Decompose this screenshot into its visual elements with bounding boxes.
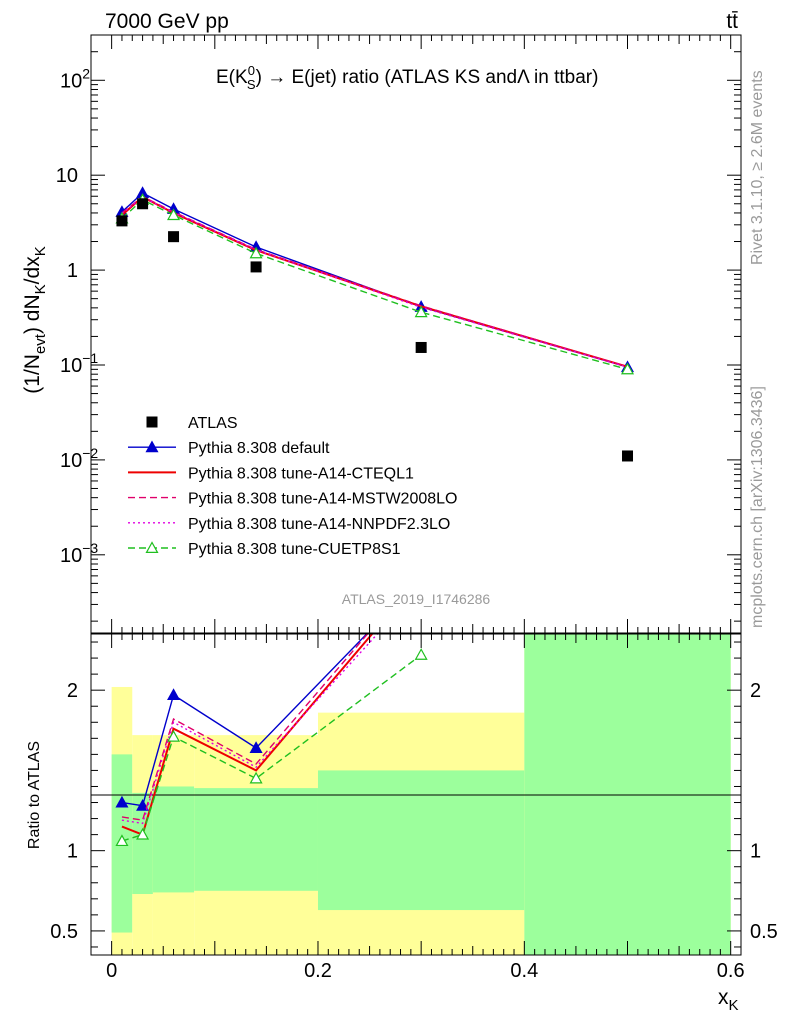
ratio-y-tick-label-right: 1 xyxy=(750,841,761,863)
ratio-line-mstw xyxy=(121,634,369,821)
ratio-line-cteql1 xyxy=(121,634,374,836)
main-line-mstw xyxy=(121,195,628,368)
y-axis-label: (1/Nevt) dNK/dxK xyxy=(21,246,49,393)
ratio-point-cuetp8s1 xyxy=(167,729,181,742)
main-point-atlas xyxy=(137,198,149,210)
main-point-cuetp8s1 xyxy=(249,246,263,259)
main-panel: 102 10 1 10−1 10−2 10−3 E(K0 S) → E(jet) ratio… xyxy=(21,34,742,634)
legend-entry-cteql1: Pythia 8.308 tune-A14-CTEQL1 xyxy=(128,465,414,482)
rivet-label: Rivet 3.1.10, ≥ 2.6M events xyxy=(749,70,766,265)
legend-entry-mstw: Pythia 8.308 tune-A14-MSTW2008LO xyxy=(128,491,457,508)
analysis-id: ATLAS_2019_I1746286 xyxy=(342,591,491,607)
main-line-nnpdf xyxy=(121,196,628,368)
main-y-tick-label: 10 xyxy=(56,165,78,187)
ratio-point-default xyxy=(115,795,129,808)
main-point-atlas xyxy=(415,341,427,353)
x-tick-label: 0.4 xyxy=(510,960,538,982)
main-y-tick-label: 10−1 xyxy=(60,350,98,377)
main-y-ticks: 102 10 1 10−1 10−2 10−3 xyxy=(56,34,741,622)
main-y-tick-label: 10−3 xyxy=(60,540,98,567)
ratio-point-default xyxy=(167,688,181,700)
main-point-cuetp8s1 xyxy=(414,305,428,318)
main-frame xyxy=(90,34,742,634)
ratio-y-tick-label-right: 2 xyxy=(750,680,761,702)
main-point-atlas xyxy=(168,231,180,243)
process-label: tt̄ xyxy=(726,10,738,33)
ratio-panel: 0.5 0.5 1 1 2 2 0 0.2 0.4 0.6 Ratio to ATLAS xK xyxy=(26,572,778,1014)
legend-entry-default: Pythia 8.308 default xyxy=(128,440,330,457)
legend-label-cteql1: Pythia 8.308 tune-A14-CTEQL1 xyxy=(188,465,414,482)
ratio-band-inner xyxy=(152,786,195,893)
legend-label-cuetp8s1: Pythia 8.308 tune-CUETP8S1 xyxy=(188,541,401,558)
mcplots-label: mcplots.cern.ch [arXiv:1306.3436] xyxy=(749,386,766,628)
main-point-atlas xyxy=(250,261,262,273)
ratio-y-tick-label-left: 2 xyxy=(67,680,78,702)
ratio-point-cuetp8s1 xyxy=(414,648,428,660)
ratio-y-axis-label: Ratio to ATLAS xyxy=(26,741,43,849)
ratio-point-cuetp8s1 xyxy=(249,771,263,784)
ratio-point-default xyxy=(416,572,427,582)
x-tick-label: 0.6 xyxy=(717,960,745,982)
ratio-y-tick-label-left: 1 xyxy=(67,841,78,863)
legend-entry-atlas: ATLAS xyxy=(146,415,238,432)
main-y-tick-label: 10−2 xyxy=(60,445,98,472)
ratio-point-cuetp8s1 xyxy=(136,827,150,840)
legend-label-mstw: Pythia 8.308 tune-A14-MSTW2008LO xyxy=(188,491,457,508)
main-point-cuetp8s1 xyxy=(620,362,635,375)
legend-entry-cuetp8s1: Pythia 8.308 tune-CUETP8S1 xyxy=(128,541,401,558)
main-line-cteql1 xyxy=(121,195,628,368)
main-series-layer xyxy=(115,186,635,462)
ratio-line-nnpdf xyxy=(121,634,379,825)
legend: ATLAS Pythia 8.308 default Pythia 8.308 tu… xyxy=(128,415,457,558)
ratio-point-default xyxy=(249,741,263,753)
legend-marker-default xyxy=(145,440,159,453)
x-tick-label: 0 xyxy=(106,960,117,982)
main-line-default xyxy=(121,192,628,368)
main-point-cuetp8s1 xyxy=(167,208,181,221)
main-point-atlas xyxy=(116,215,128,227)
ratio-frame xyxy=(90,633,742,956)
legend-entry-nnpdf: Pythia 8.308 tune-A14-NNPDF2.3LO xyxy=(128,516,450,533)
x-axis-label: xK xyxy=(718,986,739,1014)
main-y-tick-label: 102 xyxy=(60,65,90,92)
legend-label-default: Pythia 8.308 default xyxy=(188,440,330,457)
ratio-band-inner xyxy=(194,788,318,891)
ratio-point-default xyxy=(136,798,150,811)
main-point-atlas xyxy=(622,450,634,462)
ratio-y-ticks: 0.5 0.5 1 1 2 2 xyxy=(50,641,778,948)
ratio-series-layer xyxy=(115,572,428,847)
ratio-y-tick-label-left: 0.5 xyxy=(50,921,78,943)
legend-label-atlas: ATLAS xyxy=(188,415,238,432)
legend-label-nnpdf: Pythia 8.308 tune-A14-NNPDF2.3LO xyxy=(188,516,450,533)
legend-marker-atlas xyxy=(146,416,158,428)
ratio-x-ticks: 0 0.2 0.4 0.6 xyxy=(106,634,745,982)
ratio-band-inner xyxy=(317,770,525,911)
main-x-ticks xyxy=(111,35,732,633)
main-y-tick-label: 1 xyxy=(67,260,78,282)
ratio-y-tick-label-right: 0.5 xyxy=(750,921,778,943)
energy-label: 7000 GeV pp xyxy=(105,10,229,33)
ratio-point-cuetp8s1 xyxy=(115,834,129,847)
chart-title: E(K0 S) → E(jet) ratio (ATLAS KS andΛ in … xyxy=(216,63,598,92)
x-tick-label: 0.2 xyxy=(304,960,332,982)
legend-marker-cuetp8s1 xyxy=(145,541,159,554)
